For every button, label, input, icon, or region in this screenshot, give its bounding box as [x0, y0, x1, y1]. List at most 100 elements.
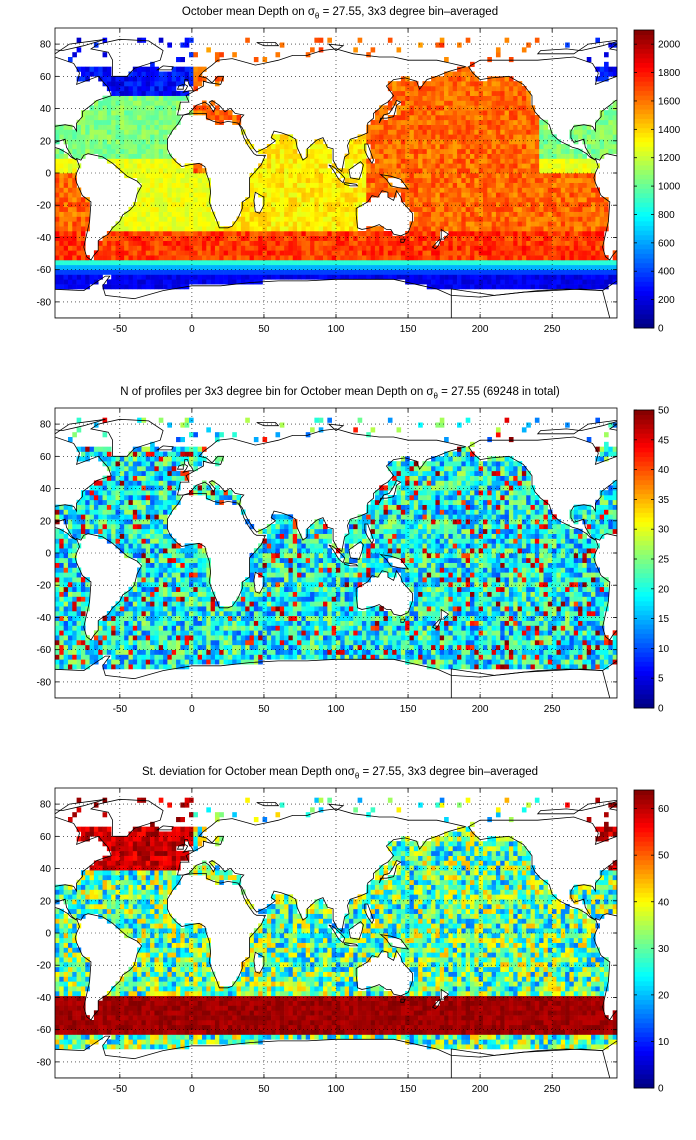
data-cell	[370, 245, 376, 251]
data-cell	[80, 221, 86, 227]
data-cell	[262, 158, 268, 164]
data-cell	[348, 216, 354, 222]
data-cell	[284, 255, 289, 261]
data-cell	[556, 250, 562, 256]
data-cell	[106, 255, 112, 261]
data-cell	[547, 206, 553, 212]
data-cell	[184, 216, 190, 222]
data-cell	[102, 269, 108, 275]
data-cell	[422, 264, 428, 270]
data-cell	[76, 591, 82, 597]
data-cell	[422, 226, 428, 232]
data-cell	[491, 231, 497, 237]
data-cell	[422, 124, 428, 130]
data-cell	[336, 211, 341, 217]
data-cell	[206, 245, 211, 251]
data-cell	[167, 173, 173, 179]
data-cell	[128, 504, 134, 510]
data-cell	[413, 124, 419, 130]
data-cell	[435, 274, 441, 280]
data-cell	[189, 250, 194, 256]
data-cell	[67, 124, 73, 130]
data-cell	[461, 81, 466, 87]
data-cell	[552, 148, 557, 154]
data-cell	[184, 235, 190, 241]
data-cell	[487, 144, 492, 150]
data-cell	[85, 110, 90, 116]
data-cell	[63, 240, 69, 246]
data-cell	[141, 105, 147, 111]
data-cell	[67, 163, 73, 169]
data-cell	[478, 206, 484, 212]
data-cell	[189, 192, 194, 198]
data-cell	[530, 226, 536, 232]
data-cell	[439, 197, 445, 203]
data-cell	[547, 226, 553, 232]
data-cell	[396, 81, 402, 87]
data-cell	[409, 148, 415, 154]
data-cell	[396, 264, 402, 270]
data-cell	[63, 124, 69, 130]
data-cell	[513, 206, 518, 212]
data-cell	[452, 139, 458, 145]
data-cell	[119, 134, 125, 140]
data-cell	[76, 221, 82, 227]
data-cell	[124, 664, 129, 670]
data-cell	[327, 202, 332, 208]
data-cell	[158, 187, 164, 193]
data-cell	[379, 153, 384, 159]
data-cell	[210, 235, 216, 241]
data-cell	[336, 260, 341, 266]
data-cell	[197, 264, 203, 270]
data-cell	[67, 601, 73, 607]
data-cell	[457, 177, 462, 183]
data-cell	[176, 269, 181, 275]
data-cell	[405, 163, 410, 169]
data-cell	[323, 192, 328, 198]
data-cell	[93, 514, 99, 520]
data-cell	[556, 279, 562, 285]
data-cell	[145, 279, 151, 285]
data-cell	[569, 221, 575, 227]
data-cell	[201, 182, 207, 188]
data-cell	[599, 260, 605, 266]
data-cell	[258, 264, 263, 270]
data-cell	[366, 187, 371, 193]
data-cell	[508, 274, 514, 280]
data-cell	[547, 235, 553, 241]
data-cell	[98, 269, 103, 275]
data-cell	[214, 274, 220, 280]
data-cell	[206, 182, 211, 188]
data-cell	[305, 177, 311, 183]
data-cell	[55, 163, 60, 169]
data-cell	[539, 226, 544, 232]
data-cell	[491, 110, 497, 116]
data-cell	[586, 245, 592, 251]
data-cell	[422, 105, 428, 111]
data-cell	[396, 144, 402, 150]
data-cell	[387, 100, 393, 106]
data-cell	[128, 124, 134, 130]
data-cell	[305, 250, 311, 256]
data-cell	[539, 158, 544, 164]
data-cell	[599, 206, 605, 212]
data-cell	[461, 71, 466, 77]
data-cell	[158, 71, 164, 77]
data-cell	[236, 250, 242, 256]
data-cell	[461, 221, 466, 227]
data-cell	[482, 173, 488, 179]
data-cell	[80, 635, 86, 641]
data-cell	[197, 105, 203, 111]
data-cell	[413, 173, 419, 179]
data-cell	[370, 240, 376, 246]
data-cell	[366, 192, 371, 198]
data-cell	[124, 211, 129, 217]
data-cell	[154, 245, 160, 251]
data-cell	[569, 250, 575, 256]
data-cell	[163, 226, 168, 232]
data-cell	[128, 591, 134, 597]
data-cell	[193, 182, 198, 188]
data-cell	[63, 572, 69, 578]
data-cell	[409, 197, 415, 203]
data-cell	[227, 115, 233, 121]
